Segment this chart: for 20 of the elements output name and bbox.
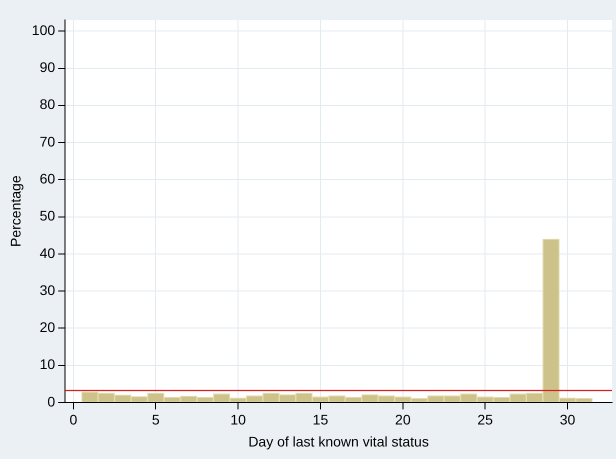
y-tick-label: 80 [40, 96, 56, 112]
x-axis-title: Day of last known vital status [248, 433, 429, 450]
x-tick-label: 0 [69, 412, 78, 428]
y-tick-label: 40 [40, 244, 56, 261]
x-tick-label: 30 [560, 412, 576, 428]
y-tick-label: 20 [40, 319, 56, 336]
y-tick-label: 70 [40, 133, 56, 150]
y-tick-label: 0 [47, 393, 56, 410]
y-axis-title: Percentage [7, 175, 24, 248]
x-tick-label: 15 [312, 412, 328, 428]
y-tick-label: 90 [40, 59, 56, 76]
x-tick-label: 5 [152, 412, 160, 428]
y-tick-label: 30 [40, 282, 56, 298]
x-tick-label: 25 [477, 412, 494, 428]
y-tick-label: 50 [40, 208, 56, 224]
y-tick-label: 60 [40, 170, 56, 186]
y-tick-label: 100 [32, 22, 56, 38]
x-tick-label: 10 [230, 412, 246, 428]
x-tick-label: 20 [395, 412, 411, 428]
y-tick-label: 10 [40, 356, 56, 372]
